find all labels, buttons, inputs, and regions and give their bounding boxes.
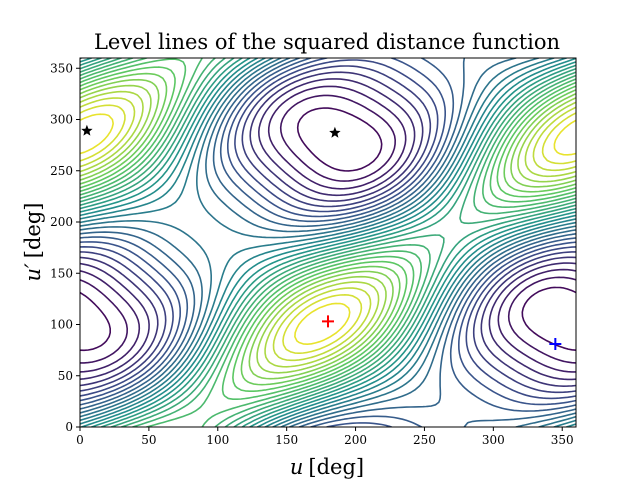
contour-lines — [80, 58, 576, 427]
y-tick-label: 300 — [50, 113, 73, 127]
plus-marker — [322, 315, 334, 328]
x-tick-label: 200 — [344, 433, 367, 447]
y-axis-label: u′ [deg] — [21, 203, 45, 282]
contour-line — [80, 58, 576, 427]
markers — [81, 124, 562, 350]
contour-line — [80, 78, 576, 381]
x-tick-label: 0 — [76, 433, 84, 447]
y-tick-label: 150 — [50, 266, 73, 280]
y-tick-label: 350 — [50, 61, 73, 75]
x-axis: 0 50 100 150 200 250 300 350 — [76, 427, 574, 447]
y-tick-label: 100 — [50, 318, 73, 332]
star-marker — [329, 126, 341, 138]
y-tick-label: 200 — [50, 215, 73, 229]
y-axis: 0 50 100 150 200 250 300 350 — [50, 61, 80, 434]
x-tick-label: 350 — [551, 433, 574, 447]
contour-line — [80, 104, 576, 354]
contour-line — [80, 66, 576, 392]
contour-line — [80, 113, 576, 345]
contour-line — [80, 59, 576, 400]
x-axis-label: u [deg] — [290, 455, 364, 479]
contour-line — [80, 97, 576, 362]
x-tick-label: 50 — [141, 433, 156, 447]
y-tick-label: 0 — [65, 420, 73, 434]
x-tick-label: 150 — [275, 433, 298, 447]
plot-frame — [79, 57, 577, 428]
contour-line — [80, 90, 576, 368]
chart-title: Level lines of the squared distance func… — [94, 30, 560, 54]
x-tick-label: 100 — [206, 433, 229, 447]
contour-line — [80, 78, 576, 380]
x-tick-label: 250 — [413, 433, 436, 447]
contour-line — [80, 58, 576, 427]
y-tick-label: 250 — [50, 164, 73, 178]
contour-line — [80, 65, 576, 394]
contour-line — [80, 72, 576, 386]
x-tick-label: 300 — [482, 433, 505, 447]
contour-line — [80, 58, 576, 427]
plus-marker — [549, 337, 562, 350]
y-tick-label: 50 — [58, 369, 73, 383]
y-axis-unit: [deg] — [21, 203, 45, 259]
contour-line — [80, 58, 576, 427]
contour-line — [80, 94, 576, 364]
contour-line — [80, 84, 576, 374]
contour-line — [80, 107, 576, 352]
star-marker — [81, 124, 93, 136]
x-axis-symbol: u — [290, 455, 304, 479]
y-axis-symbol: u′ — [21, 263, 45, 282]
x-axis-unit: [deg] — [308, 455, 364, 479]
contour-line — [80, 58, 576, 400]
contour-line — [80, 71, 576, 387]
contour-line — [80, 85, 576, 373]
